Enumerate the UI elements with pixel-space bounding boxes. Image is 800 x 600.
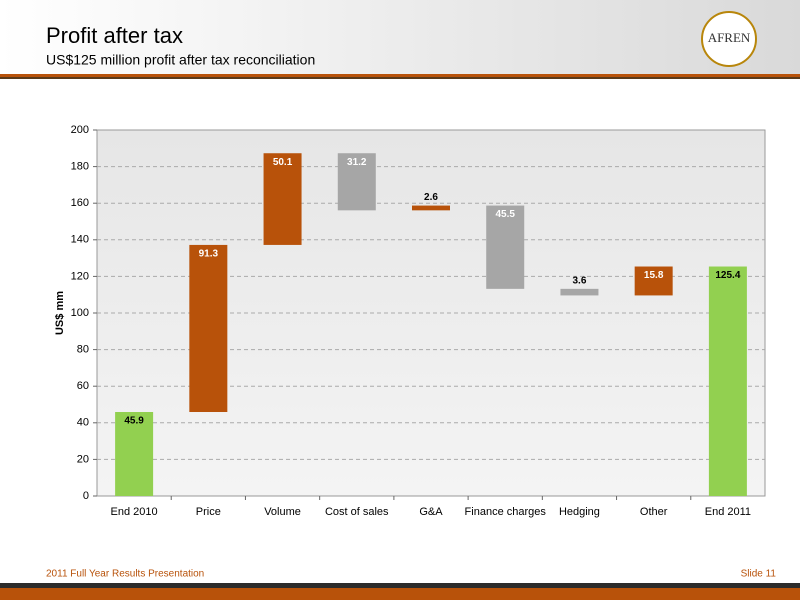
x-tick-label: End 2011 xyxy=(705,506,751,518)
x-tick-label: End 2010 xyxy=(111,506,158,518)
data-label: 45.5 xyxy=(495,209,515,220)
data-label: 91.3 xyxy=(199,249,219,260)
footer-right: Slide 11 xyxy=(741,569,777,580)
bar xyxy=(189,244,228,413)
x-tick-label: Hedging xyxy=(559,506,600,518)
header-rule xyxy=(0,74,800,77)
y-tick-label: 80 xyxy=(77,344,89,356)
bar xyxy=(486,205,525,289)
y-tick-label: 0 xyxy=(83,490,89,502)
x-tick-label: G&A xyxy=(419,506,443,518)
chart: 0 20 40 60 80 100 120 140 160 180 200 45.9 End 2010 9… xyxy=(71,124,765,518)
x-tick-label: Other xyxy=(640,506,668,518)
x-tick-label: Cost of sales xyxy=(325,506,389,518)
data-label: 15.8 xyxy=(644,270,664,281)
y-tick-label: 40 xyxy=(77,417,89,429)
bar xyxy=(115,412,154,496)
x-tick-label: Finance charges xyxy=(465,506,547,518)
logo: AFREN xyxy=(708,30,751,45)
y-axis-label: US$ mm xyxy=(54,291,66,335)
bar xyxy=(560,288,599,296)
x-tick-label: Volume xyxy=(264,506,301,518)
bar xyxy=(708,266,747,496)
logo-ring xyxy=(701,11,757,67)
y-tick-label: 100 xyxy=(71,307,89,319)
footer-left: 2011 Full Year Results Presentation xyxy=(46,569,204,580)
title: Profit after tax xyxy=(46,23,183,48)
data-label: 45.9 xyxy=(124,416,144,427)
data-label: 31.2 xyxy=(347,157,367,168)
header-band xyxy=(0,0,800,74)
subtitle: US$125 million profit after tax reconcil… xyxy=(46,52,315,68)
data-label: 3.6 xyxy=(572,275,586,286)
data-label: 50.1 xyxy=(273,157,293,168)
bar xyxy=(337,153,376,211)
bar xyxy=(263,153,302,245)
y-tick-label: 180 xyxy=(71,161,89,173)
y-tick-label: 140 xyxy=(71,234,89,246)
y-tick-label: 20 xyxy=(77,453,89,465)
y-tick-label: 60 xyxy=(77,380,89,392)
bar xyxy=(412,205,450,211)
header-rule-dark xyxy=(0,77,800,79)
footer-rule-dark xyxy=(0,583,800,588)
x-tick-label: Price xyxy=(196,506,221,518)
data-label: 125.4 xyxy=(715,270,740,281)
footer-band xyxy=(0,588,800,600)
data-label: 2.6 xyxy=(424,192,438,203)
bar xyxy=(634,266,673,296)
y-tick-label: 200 xyxy=(71,124,89,136)
y-tick-label: 160 xyxy=(71,197,89,209)
y-tick-label: 120 xyxy=(71,270,89,282)
